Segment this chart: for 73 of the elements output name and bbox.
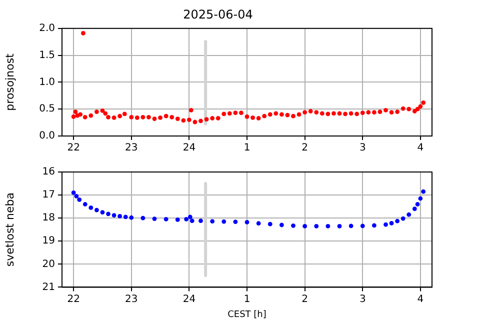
x-tick-label: 24 bbox=[182, 294, 196, 305]
x-tick-label: 1 bbox=[244, 294, 250, 305]
x-tick-label: 2 bbox=[302, 294, 308, 305]
point bbox=[94, 208, 99, 212]
point bbox=[348, 224, 354, 228]
point bbox=[337, 224, 342, 228]
y-axis-title: prosojnost bbox=[3, 52, 16, 111]
point bbox=[222, 219, 226, 224]
x-tick-label: 2 bbox=[302, 142, 308, 154]
point bbox=[389, 220, 394, 226]
point bbox=[123, 214, 128, 220]
y-tick-label: 20 bbox=[42, 258, 55, 270]
point bbox=[210, 219, 215, 224]
point bbox=[406, 212, 412, 217]
point bbox=[71, 190, 76, 195]
point bbox=[118, 214, 122, 218]
point bbox=[74, 194, 79, 198]
y-tick-label: 0.0 bbox=[39, 130, 55, 142]
point bbox=[302, 224, 308, 228]
x-tick-label: 22 bbox=[67, 142, 80, 154]
y-tick-label: 0.5 bbox=[39, 104, 55, 115]
point bbox=[188, 214, 192, 220]
point bbox=[100, 210, 105, 215]
point bbox=[152, 216, 157, 221]
point bbox=[244, 220, 250, 224]
point bbox=[175, 217, 180, 222]
point bbox=[112, 213, 116, 218]
x-tick-label: 22 bbox=[67, 294, 80, 305]
x-tick-label: 24 bbox=[182, 142, 196, 154]
y-tick-label: 2.0 bbox=[39, 22, 55, 34]
x-tick-label: 1 bbox=[244, 142, 250, 154]
point bbox=[184, 217, 188, 222]
point bbox=[140, 216, 146, 220]
point bbox=[384, 222, 388, 227]
y-tick-label: 18 bbox=[42, 212, 55, 224]
point bbox=[291, 223, 296, 228]
point bbox=[190, 218, 194, 224]
point bbox=[164, 217, 168, 222]
point bbox=[421, 189, 426, 194]
x-tick-label: 23 bbox=[125, 294, 138, 305]
point bbox=[395, 218, 400, 224]
point bbox=[400, 216, 406, 221]
x-tick-label: 4 bbox=[417, 294, 424, 305]
y-tick-label: 1.5 bbox=[39, 50, 55, 61]
point bbox=[418, 196, 423, 201]
x-tick-label: 23 bbox=[125, 142, 138, 154]
point bbox=[314, 224, 319, 228]
point bbox=[233, 220, 238, 224]
x-tick-label: 3 bbox=[359, 142, 366, 154]
point bbox=[82, 202, 88, 206]
point bbox=[129, 215, 134, 220]
y-tick-label: 17 bbox=[42, 190, 55, 201]
point bbox=[77, 197, 82, 202]
point bbox=[256, 221, 261, 226]
point bbox=[268, 222, 272, 226]
point bbox=[326, 224, 330, 228]
x-tick-label: 4 bbox=[417, 142, 424, 154]
point bbox=[279, 222, 284, 228]
point bbox=[372, 223, 376, 228]
y-tick-label: 19 bbox=[42, 236, 55, 247]
point bbox=[106, 212, 110, 216]
x-tick-label: 3 bbox=[359, 294, 366, 305]
point bbox=[360, 224, 365, 228]
y-axis-title: svetlost neba bbox=[3, 192, 16, 267]
y-tick-label: 21 bbox=[42, 282, 55, 293]
chart-title: 2025-06-04 bbox=[183, 7, 253, 22]
point bbox=[412, 206, 417, 212]
x-axis-title: CEST [h] bbox=[228, 310, 266, 320]
point bbox=[198, 218, 203, 224]
point bbox=[88, 206, 94, 210]
point bbox=[415, 202, 420, 206]
y-tick-label: 16 bbox=[42, 166, 55, 178]
y-tick-label: 1.0 bbox=[39, 76, 55, 88]
